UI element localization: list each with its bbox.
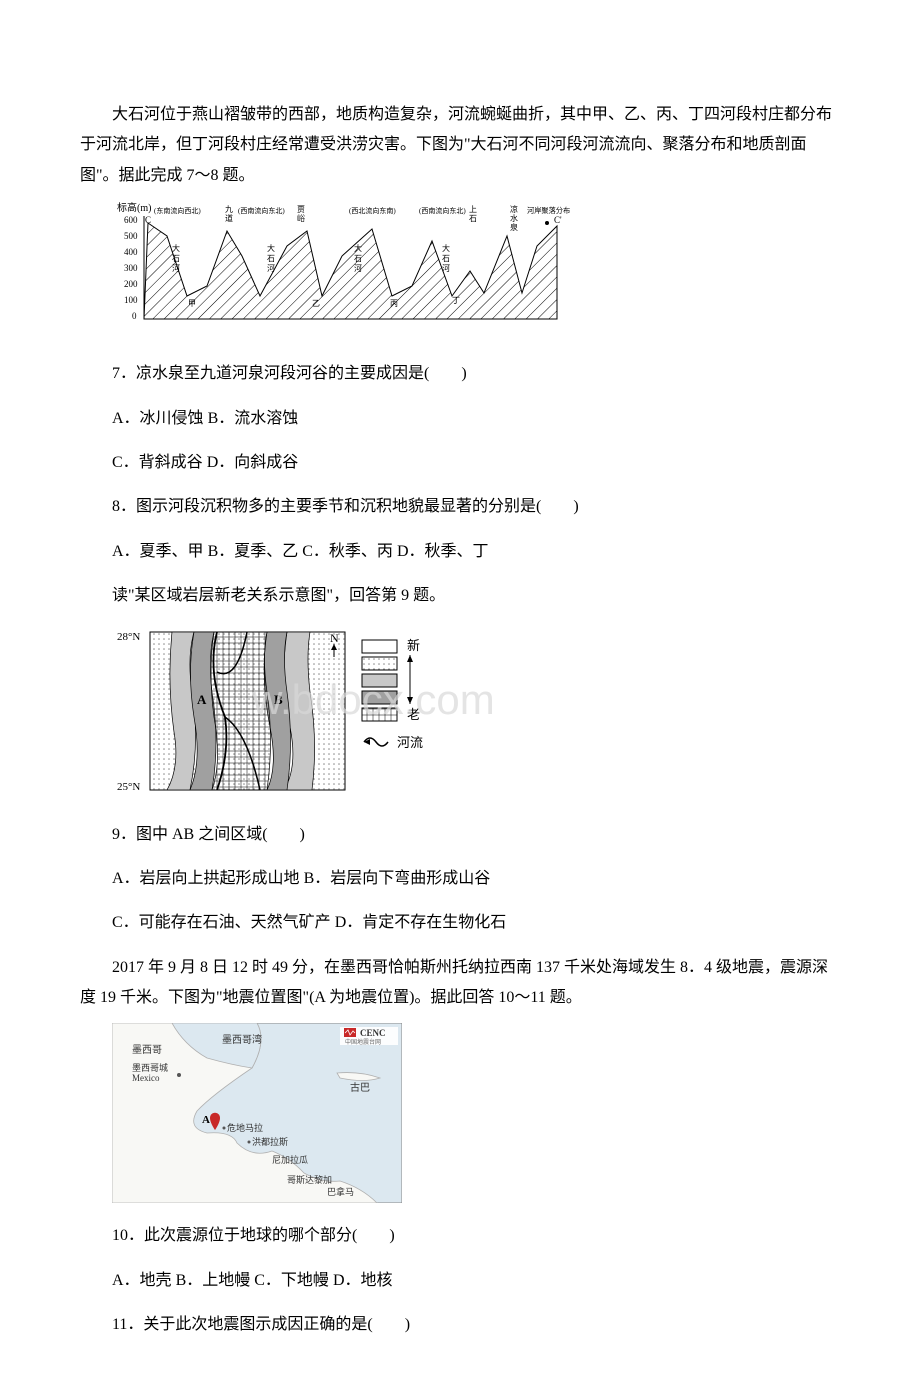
svg-text:C: C [145, 215, 151, 225]
svg-text:大: 大 [442, 243, 450, 253]
q10-option-b: B．上地幔 [176, 1272, 251, 1289]
svg-text:400: 400 [124, 247, 138, 257]
svg-text:河流: 河流 [397, 735, 423, 750]
question-8-options: A．夏季、甲 B．夏季、乙 C．秋季、丙 D．秋季、丁 [80, 537, 840, 567]
q9-option-d: D．肯定不存在生物化石 [335, 914, 507, 931]
q9-option-a: A．岩层向上拱起形成山地 [112, 870, 300, 887]
svg-text:新: 新 [407, 638, 420, 653]
svg-text:25°N: 25°N [117, 781, 140, 793]
q8-option-c: C．秋季、丙 [302, 543, 393, 560]
svg-text:古巴: 古巴 [350, 1081, 370, 1094]
svg-text:(西南流向东北): (西南流向东北) [238, 206, 285, 215]
svg-text:C': C' [554, 215, 562, 225]
svg-text:河: 河 [267, 263, 275, 273]
svg-text:上: 上 [469, 205, 477, 214]
svg-text:丁: 丁 [452, 296, 460, 305]
question-7-options-line2: C．背斜成谷 D．向斜成谷 [80, 448, 840, 478]
question-10-options: A．地壳 B．上地幔 C．下地幔 D．地核 [80, 1266, 840, 1296]
svg-text:28°N: 28°N [117, 631, 140, 643]
svg-text:w.bdocx.com: w.bdocx.com [251, 676, 492, 723]
figure-geological-cross-section: 标高(m) 600 500 400 300 200 100 0 (东南流向西北)… [112, 201, 840, 341]
svg-text:(西北流向东南): (西北流向东南) [349, 206, 396, 215]
svg-text:墨西哥: 墨西哥 [132, 1044, 162, 1056]
svg-text:石: 石 [354, 254, 362, 263]
svg-text:石: 石 [172, 254, 180, 263]
svg-text:泉: 泉 [510, 222, 518, 232]
svg-text:丙: 丙 [390, 299, 398, 308]
svg-text:峪: 峪 [297, 213, 305, 223]
question-9-stem: 9．图中 AB 之间区域( ) [80, 820, 840, 850]
svg-text:巴拿马: 巴拿马 [327, 1186, 354, 1197]
q7-option-d: D．向斜成谷 [207, 454, 299, 471]
svg-text:甲: 甲 [188, 299, 196, 308]
svg-text:大: 大 [267, 243, 275, 253]
q7-option-a: A．冰川侵蚀 [112, 410, 204, 427]
figure-rock-layers: A B N 28°N 25°N 新 老 河流 w.bdocx.com [112, 622, 840, 802]
svg-text:水: 水 [510, 213, 518, 223]
q7-option-c: C．背斜成谷 [112, 454, 203, 471]
svg-text:凉: 凉 [510, 204, 518, 214]
question-10-stem: 10．此次震源位于地球的哪个部分( ) [80, 1221, 840, 1251]
question-9-options-line1: A．岩层向上拱起形成山地 B．岩层向下弯曲形成山谷 [80, 864, 840, 894]
figure-earthquake-map: 墨西哥 墨西哥湾 墨西哥城 Mexico 古巴 危地马拉 洪都拉斯 尼加拉瓜 哥… [112, 1023, 840, 1203]
svg-text:墨西哥城: 墨西哥城 [132, 1063, 168, 1073]
svg-text:200: 200 [124, 279, 138, 289]
y-axis-title: 标高(m) [117, 201, 151, 214]
q8-option-a: A．夏季、甲 [112, 543, 204, 560]
svg-text:CENC: CENC [360, 1028, 386, 1038]
svg-text:石: 石 [469, 214, 477, 223]
svg-text:大: 大 [172, 243, 180, 253]
svg-text:乙: 乙 [312, 299, 320, 308]
q8-option-b: B．夏季、乙 [208, 543, 299, 560]
svg-text:道: 道 [225, 213, 233, 223]
intro-paragraph-2: 读"某区域岩层新老关系示意图"，回答第 9 题。 [80, 581, 840, 611]
svg-text:河: 河 [172, 263, 180, 273]
question-8-stem: 8．图示河段沉积物多的主要季节和沉积地貌最显著的分别是( ) [80, 492, 840, 522]
q10-option-d: D．地核 [333, 1272, 393, 1289]
svg-text:石: 石 [267, 254, 275, 263]
svg-text:贾: 贾 [297, 205, 305, 214]
q8-option-d: D．秋季、丁 [397, 543, 489, 560]
svg-text:九: 九 [225, 205, 233, 214]
question-11-stem: 11．关于此次地震图示成因正确的是( ) [80, 1310, 840, 1340]
svg-text:中国地震台网: 中国地震台网 [345, 1038, 381, 1046]
q9-option-b: B．岩层向下弯曲形成山谷 [304, 870, 491, 887]
svg-text:600: 600 [124, 215, 138, 225]
svg-text:(东南流向西北): (东南流向西北) [154, 206, 201, 215]
svg-text:墨西哥湾: 墨西哥湾 [222, 1033, 262, 1046]
intro-paragraph-1: 大石河位于燕山褶皱带的西部，地质构造复杂，河流蜿蜒曲折，其中甲、乙、丙、丁四河段… [80, 100, 840, 191]
q10-option-c: C．下地幔 [254, 1272, 329, 1289]
q9-option-c: C．可能存在石油、天然气矿产 [112, 914, 331, 931]
svg-text:(西南流向东北): (西南流向东北) [419, 206, 466, 215]
q7-option-b: B．流水溶蚀 [208, 410, 299, 427]
svg-text:100: 100 [124, 295, 138, 305]
svg-text:河: 河 [442, 263, 450, 273]
svg-text:石: 石 [442, 254, 450, 263]
svg-text:河: 河 [354, 263, 362, 273]
question-7-options-line1: A．冰川侵蚀 B．流水溶蚀 [80, 404, 840, 434]
question-9-options-line2: C．可能存在石油、天然气矿产 D．肯定不存在生物化石 [80, 908, 840, 938]
svg-text:尼加拉瓜: 尼加拉瓜 [272, 1154, 308, 1165]
svg-text:A: A [197, 692, 207, 707]
svg-text:A: A [202, 1114, 210, 1126]
svg-text:500: 500 [124, 231, 138, 241]
svg-text:洪都拉斯: 洪都拉斯 [252, 1136, 288, 1147]
svg-text:哥斯达黎加: 哥斯达黎加 [287, 1174, 332, 1185]
svg-text:Mexico: Mexico [132, 1073, 160, 1083]
q10-option-a: A．地壳 [112, 1272, 172, 1289]
intro-paragraph-3: 2017 年 9 月 8 日 12 时 49 分，在墨西哥恰帕斯州托纳拉西南 1… [80, 953, 840, 1014]
svg-text:河岸聚落分布: 河岸聚落分布 [527, 206, 570, 215]
svg-text:危地马拉: 危地马拉 [227, 1122, 263, 1133]
svg-text:大: 大 [354, 243, 362, 253]
svg-text:0: 0 [132, 311, 137, 321]
question-7-stem: 7．凉水泉至九道河泉河段河谷的主要成因是( ) [80, 359, 840, 389]
svg-text:N: N [330, 631, 339, 645]
svg-text:300: 300 [124, 263, 138, 273]
